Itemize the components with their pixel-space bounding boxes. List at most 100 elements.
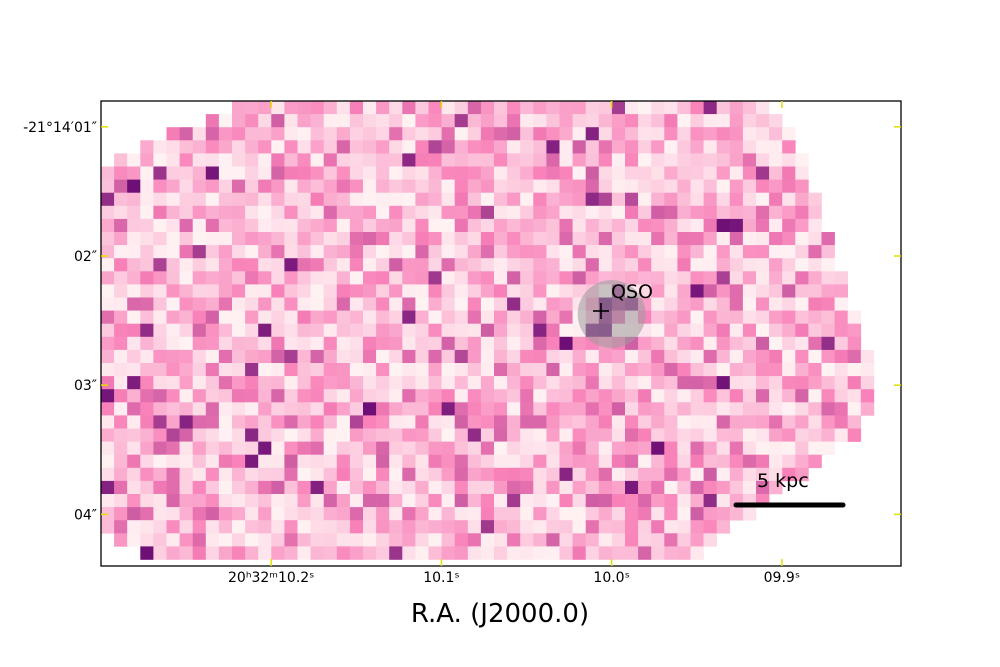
heatmap-cell — [703, 127, 717, 141]
heatmap-cell — [376, 415, 390, 429]
heatmap-cell — [218, 363, 233, 377]
heatmap-cell — [245, 153, 259, 167]
heatmap-cell — [769, 205, 783, 220]
heatmap-cell — [336, 232, 351, 246]
heatmap-cell — [703, 415, 717, 429]
heatmap-cell — [389, 218, 403, 233]
heatmap-cell — [310, 533, 324, 547]
heatmap-cell — [428, 284, 442, 298]
heatmap-cell — [677, 245, 691, 259]
heatmap-cell — [376, 153, 390, 167]
heatmap-cell — [507, 533, 521, 547]
heatmap-cell — [192, 179, 207, 193]
heatmap-cell — [153, 205, 167, 220]
heatmap-cell — [389, 192, 403, 207]
heatmap-cell — [323, 192, 338, 207]
heatmap-cell — [218, 297, 233, 311]
heatmap-cell — [494, 127, 508, 141]
heatmap-cell — [127, 480, 141, 495]
heatmap-cell — [742, 507, 757, 521]
heatmap-cell — [795, 258, 809, 272]
heatmap-cell — [310, 258, 324, 272]
heatmap-cell — [507, 101, 521, 115]
heatmap-cell — [572, 192, 586, 207]
heatmap-cell — [585, 218, 600, 233]
heatmap-cell — [428, 480, 442, 495]
heatmap-cell — [677, 349, 691, 364]
heatmap-cell — [559, 389, 573, 403]
heatmap-cell — [363, 428, 377, 442]
heatmap-cell — [441, 336, 455, 351]
heatmap-cell — [769, 415, 783, 429]
heatmap-cell — [140, 218, 154, 233]
heatmap-cell — [114, 218, 128, 233]
tick-labels: 20ʰ32ᵐ10.2ˢ 10.1ˢ 10.0ˢ 09.9ˢ-21°14′01″02″0… — [23, 120, 800, 586]
heatmap-cell — [323, 218, 338, 233]
heatmap-cell — [323, 140, 338, 154]
heatmap-cell — [258, 310, 272, 324]
heatmap-cell — [494, 376, 508, 390]
heatmap-cell — [742, 402, 757, 416]
heatmap-cell — [664, 533, 678, 547]
heatmap-cell — [284, 507, 298, 521]
heatmap-cell — [782, 192, 796, 207]
heatmap-cell — [271, 349, 285, 364]
heatmap-cell — [533, 376, 547, 390]
heatmap-cell — [415, 454, 429, 469]
heatmap-cell — [127, 415, 141, 429]
heatmap-cell — [114, 376, 128, 390]
heatmap-cell — [114, 323, 128, 338]
heatmap-cell — [101, 402, 115, 416]
heatmap-cell — [716, 114, 731, 128]
heatmap-cell — [677, 101, 691, 115]
heatmap-cell — [114, 166, 128, 180]
heatmap-cell — [651, 192, 665, 207]
heatmap-cell — [664, 127, 678, 141]
heatmap-cell — [245, 441, 259, 455]
heatmap-cell — [415, 494, 429, 508]
heatmap-cell — [585, 166, 600, 180]
heatmap-cell — [494, 101, 508, 115]
heatmap-cell — [153, 166, 167, 180]
heatmap-cell — [494, 140, 508, 154]
heatmap-cell — [297, 507, 311, 521]
heatmap-cell — [742, 166, 757, 180]
heatmap-cell — [310, 271, 324, 285]
heatmap-cell — [480, 441, 495, 455]
heatmap-cell — [127, 218, 141, 233]
heatmap-cell — [795, 218, 809, 233]
heatmap-cell — [232, 494, 246, 508]
heatmap-cell — [140, 153, 154, 167]
heatmap-cell — [232, 546, 246, 560]
heatmap-cell — [494, 284, 508, 298]
heatmap-cell — [310, 310, 324, 324]
heatmap-cell — [559, 192, 573, 207]
heatmap-cell — [114, 415, 128, 429]
heatmap-cell — [101, 271, 115, 285]
heatmap-cell — [533, 179, 547, 193]
heatmap-cell — [310, 284, 324, 298]
heatmap-cell — [638, 245, 652, 259]
heatmap-cell — [127, 179, 141, 193]
heatmap-cell — [205, 376, 220, 390]
heatmap-cell — [179, 284, 193, 298]
heatmap-cell — [703, 245, 717, 259]
heatmap-cell — [520, 520, 534, 534]
heatmap-cell — [638, 271, 652, 285]
heatmap-cell — [153, 389, 167, 403]
heatmap-cell — [101, 415, 115, 429]
heatmap-cell — [664, 153, 678, 167]
heatmap-cell — [729, 310, 744, 324]
heatmap-cell — [507, 284, 521, 298]
heatmap-cell — [271, 232, 285, 246]
heatmap-cell — [205, 546, 220, 560]
heatmap-cell — [101, 323, 115, 338]
heatmap-cell — [480, 480, 495, 495]
heatmap-cell — [480, 546, 495, 560]
heatmap-cell — [232, 258, 246, 272]
heatmap-cell — [428, 546, 442, 560]
heatmap-cell — [546, 245, 560, 259]
heatmap-cell — [114, 205, 128, 220]
heatmap-cell — [258, 363, 272, 377]
heatmap-cell — [376, 114, 390, 128]
